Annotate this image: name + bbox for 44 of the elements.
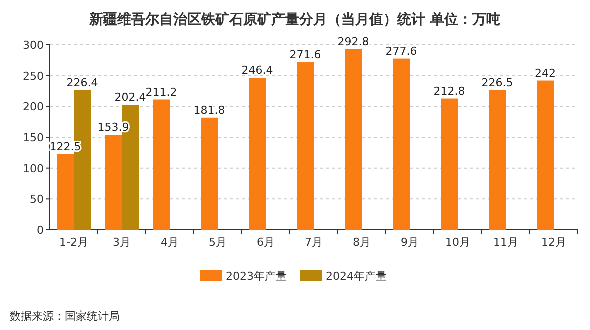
y-tick-label: 200 xyxy=(23,100,44,114)
data-label: 271.6 xyxy=(290,48,322,62)
x-tick-label: 8月 xyxy=(353,236,371,249)
data-label: 202.4 xyxy=(114,91,146,104)
y-tick-label: 0 xyxy=(37,224,44,237)
x-tick-label: 3月 xyxy=(113,236,131,249)
bar xyxy=(537,80,554,230)
bar xyxy=(249,78,266,230)
x-tick-label: 9月 xyxy=(401,236,419,249)
bar xyxy=(297,62,314,230)
x-tick-label: 7月 xyxy=(305,236,323,249)
bar xyxy=(393,58,410,230)
bar xyxy=(345,49,362,230)
x-tick-label: 5月 xyxy=(209,236,227,249)
data-label: 212.8 xyxy=(434,84,466,98)
bar xyxy=(57,154,74,230)
chart-title: 新疆维吾尔自治区铁矿石原矿产量分月（当月值）统计 单位：万吨 xyxy=(88,11,500,28)
data-label: 242 xyxy=(535,66,556,80)
bar xyxy=(105,135,122,230)
x-tick-label: 4月 xyxy=(161,236,179,249)
y-tick-label: 300 xyxy=(23,39,44,52)
y-tick-label: 150 xyxy=(23,132,44,144)
bar xyxy=(489,90,506,230)
legend-label: 2024年产量 xyxy=(326,270,387,283)
y-tick-label: 100 xyxy=(23,162,44,176)
data-label: 211.2 xyxy=(146,86,178,99)
y-tick-label: 250 xyxy=(23,70,44,83)
data-label: 181.8 xyxy=(194,104,226,117)
bar xyxy=(153,100,170,230)
x-tick-label: 11月 xyxy=(494,236,518,249)
data-label: 246.4 xyxy=(242,64,274,78)
bar xyxy=(201,118,218,230)
data-label: 226.4 xyxy=(66,76,98,90)
y-tick-label: 50 xyxy=(30,193,44,206)
x-tick-label: 1-2月 xyxy=(60,236,88,249)
source-note: 数据来源：国家统计局 xyxy=(10,310,120,323)
x-tick-label: 6月 xyxy=(257,236,275,249)
bar xyxy=(441,98,458,230)
data-label: 292.8 xyxy=(338,35,370,48)
x-tick-label: 10月 xyxy=(446,236,470,249)
data-label: 277.6 xyxy=(386,44,418,58)
data-label: 226.5 xyxy=(482,76,514,90)
x-tick-label: 12月 xyxy=(542,236,566,249)
legend-label: 2023年产量 xyxy=(226,270,287,283)
